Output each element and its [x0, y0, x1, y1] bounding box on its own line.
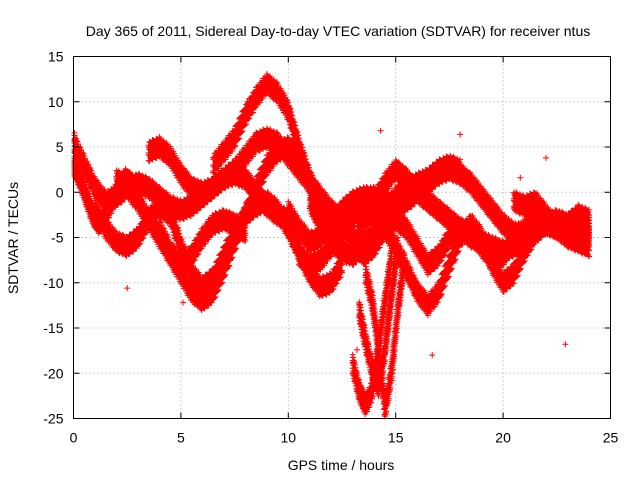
data-point: [82, 155, 89, 162]
data-point: [75, 141, 82, 148]
data-point: [84, 159, 91, 166]
data-point: [77, 144, 84, 151]
data-point: [88, 170, 95, 177]
data-point: [81, 153, 88, 160]
data-point: [91, 173, 98, 180]
data-point: [85, 161, 92, 168]
data-point: [73, 135, 80, 142]
data-point: [78, 147, 85, 154]
chart-title: Day 365 of 2011, Sidereal Day-to-day VTE…: [86, 23, 590, 39]
data-point: [80, 150, 87, 157]
data-point: [118, 199, 125, 206]
data-points: [71, 71, 593, 420]
data-point: [71, 132, 78, 139]
data-point: [88, 167, 95, 174]
data-point: [74, 138, 81, 145]
data-point: [87, 165, 94, 172]
